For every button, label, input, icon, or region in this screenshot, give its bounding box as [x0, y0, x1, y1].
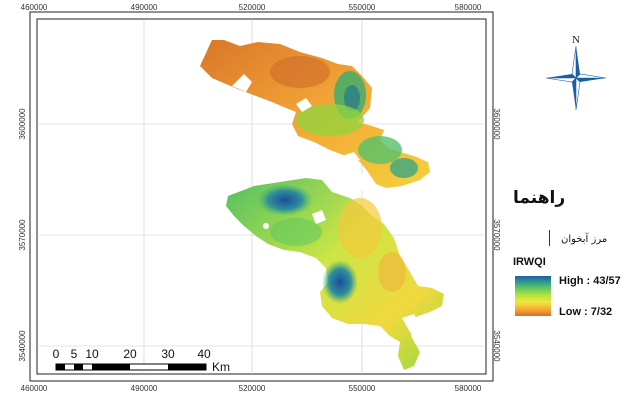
- tick-label: 520000: [239, 384, 266, 393]
- north-label: N: [572, 34, 580, 46]
- tick-label: 3600000: [492, 108, 501, 140]
- scale-label: 30: [161, 347, 175, 361]
- tick-label: 580000: [455, 384, 482, 393]
- tick-label: 490000: [131, 384, 158, 393]
- y-tick-labels-left: 3600000 3570000 3540000: [18, 108, 27, 362]
- tick-label: 3540000: [18, 330, 27, 362]
- scale-label: 10: [85, 347, 99, 361]
- legend-title: راهنما: [513, 188, 566, 208]
- aquifer-south: [226, 174, 444, 370]
- high-label: High : 43/57: [559, 275, 621, 287]
- tick-label: 520000: [239, 3, 266, 12]
- tick-label: 550000: [349, 384, 376, 393]
- tick-label: 460000: [21, 384, 48, 393]
- scale-label: 20: [123, 347, 137, 361]
- tick-label: 490000: [131, 3, 158, 12]
- color-ramp: [515, 276, 551, 316]
- tick-label: 550000: [349, 3, 376, 12]
- boundary-label: مرز آبخوان: [561, 234, 608, 245]
- y-tick-labels-right: 3600000 3570000 3540000: [492, 108, 501, 362]
- scale-label: 40: [197, 347, 211, 361]
- tick-label: 3600000: [18, 108, 27, 140]
- aquifer-north: [200, 40, 430, 188]
- x-tick-labels-bottom: 460000 490000 520000 550000 580000: [21, 384, 482, 393]
- tick-label: 3540000: [492, 330, 501, 362]
- x-tick-labels-top: 460000 490000 520000 550000 580000: [21, 3, 482, 12]
- tick-label: 460000: [21, 3, 48, 12]
- index-name: IRWQI: [513, 256, 546, 268]
- low-label: Low : 7/32: [559, 306, 613, 318]
- tick-label: 3570000: [492, 219, 501, 251]
- boundary-symbol: [549, 230, 550, 246]
- scale-unit: Km: [212, 360, 230, 374]
- scale-label: 5: [71, 347, 78, 361]
- scale-label: 0: [53, 347, 60, 361]
- tick-label: 580000: [455, 3, 482, 12]
- north-arrow-icon: N: [545, 34, 607, 111]
- tick-label: 3570000: [18, 219, 27, 251]
- scale-bar: 0 5 10 20 30 40 Km: [53, 347, 230, 374]
